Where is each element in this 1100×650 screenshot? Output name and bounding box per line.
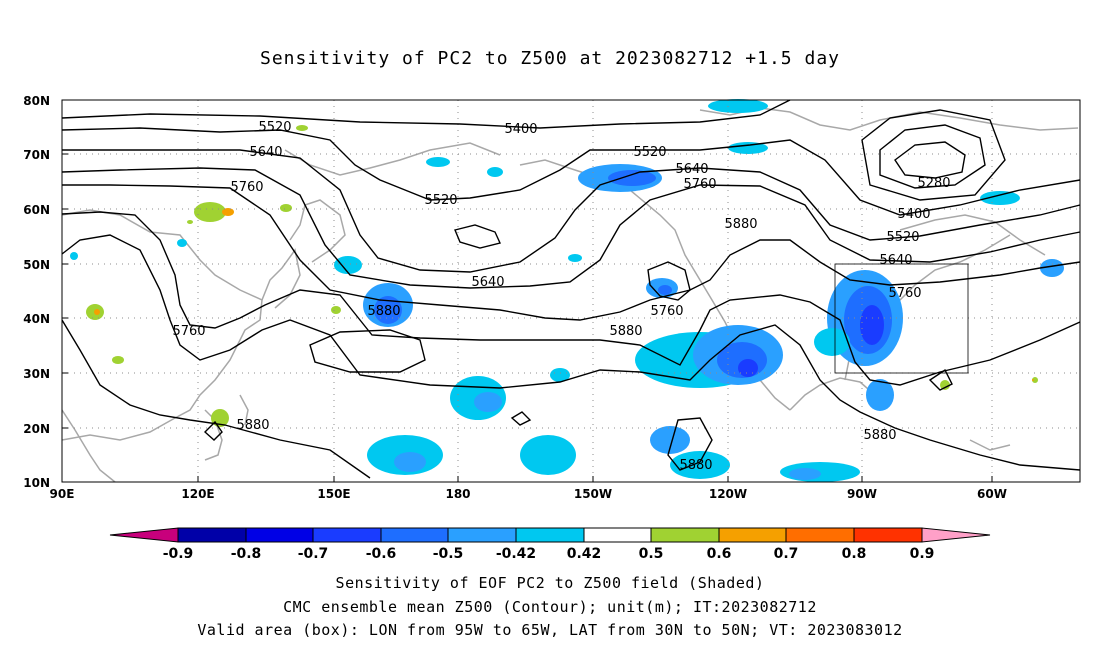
contour-label: 5520 [633, 145, 666, 160]
caption-line-3: Valid area (box): LON from 95W to 65W, L… [197, 621, 903, 639]
axis-ticks [62, 99, 993, 482]
contour-label: 5640 [675, 162, 708, 177]
colorbar-labels: -0.9 -0.8 -0.7 -0.6 -0.5 -0.42 0.42 0.5 … [163, 546, 935, 562]
colorbar-label: -0.5 [433, 546, 464, 562]
colorbar-cell [380, 527, 449, 543]
contour-label: 5520 [258, 120, 291, 135]
colorbar-cell [921, 527, 991, 543]
contour-label: 5640 [471, 275, 504, 290]
colorbar-cell [650, 527, 720, 543]
contour-label: 5880 [863, 428, 896, 443]
lon-label: 90W [847, 487, 877, 501]
lat-label: 60N [23, 203, 50, 217]
contour-label: 5640 [879, 253, 912, 268]
colorbar-label: 0.5 [639, 546, 664, 562]
contour-label: 5280 [917, 176, 950, 191]
colorbar-label: -0.7 [298, 546, 329, 562]
lat-label: 40N [23, 312, 50, 326]
colorbar-cell [785, 527, 855, 543]
colorbar-label: -0.6 [366, 546, 397, 562]
contour-label: 5880 [609, 324, 642, 339]
colorbar-label: 0.9 [910, 546, 935, 562]
caption-line-1: Sensitivity of EOF PC2 to Z500 field (Sh… [335, 574, 765, 592]
lon-label: 120E [181, 487, 214, 501]
colorbar-label: 0.8 [842, 546, 867, 562]
z500-contours [61, 99, 1081, 479]
lon-label: 150E [317, 487, 350, 501]
contour-label: 5880 [724, 217, 757, 232]
colorbar-label: -0.42 [496, 546, 536, 562]
contour-label: 5760 [683, 177, 716, 192]
contour-label: 5760 [888, 286, 921, 301]
colorbar-cell [853, 527, 923, 543]
colorbar-cell [245, 527, 314, 543]
colorbar-cell [312, 527, 382, 543]
map-frame [61, 99, 1081, 483]
lon-label: 180 [445, 487, 470, 501]
lat-label: 70N [23, 148, 50, 162]
lat-label: 30N [23, 367, 50, 381]
colorbar-label: 0.42 [567, 546, 602, 562]
colorbar-cell [109, 527, 179, 543]
contour-labels: 5520 5400 5640 5760 5520 5520 5640 5760 … [172, 120, 950, 473]
contour-label: 5760 [172, 324, 205, 339]
sensitivity-shading [70, 99, 1064, 482]
contour-label: 5880 [679, 458, 712, 473]
lat-label: 10N [23, 476, 50, 490]
colorbar-cell [177, 527, 247, 543]
colorbar-cell [447, 527, 517, 543]
contour-label: 5880 [367, 304, 400, 319]
colorbar-label: -0.8 [231, 546, 262, 562]
colorbar-cell [718, 527, 787, 543]
colorbar-label: 0.7 [774, 546, 799, 562]
contour-label: 5400 [897, 207, 930, 222]
longitude-labels: 90E 120E 150E 180 150W 120W 90W 60W [50, 487, 1007, 501]
colorbar-cell [515, 527, 585, 543]
plot-title: Sensitivity of PC2 to Z500 at 2023082712… [259, 48, 840, 69]
colorbar-cell [583, 527, 652, 543]
map-background [62, 100, 1080, 482]
contour-label: 5400 [504, 122, 537, 137]
contour-label: 5640 [249, 145, 282, 160]
caption-line-2: CMC ensemble mean Z500 (Contour); unit(m… [283, 598, 817, 616]
contour-label: 5760 [230, 180, 263, 195]
lon-label: 90E [50, 487, 75, 501]
colorbar-label: 0.6 [707, 546, 732, 562]
graticule [62, 100, 1080, 482]
contour-label: 5880 [236, 418, 269, 433]
lat-label: 20N [23, 422, 50, 436]
contour-label: 5760 [650, 304, 683, 319]
colorbar [109, 527, 991, 543]
valid-area-box [834, 263, 969, 374]
lon-label: 150W [574, 487, 612, 501]
lat-label: 50N [23, 258, 50, 272]
lat-label: 80N [23, 94, 50, 108]
latitude-labels: 80N 70N 60N 50N 40N 30N 20N 10N [23, 94, 50, 490]
lon-label: 60W [977, 487, 1007, 501]
contour-label: 5520 [886, 230, 919, 245]
colorbar-label: -0.9 [163, 546, 194, 562]
lon-label: 120W [709, 487, 747, 501]
contour-label: 5520 [424, 193, 457, 208]
